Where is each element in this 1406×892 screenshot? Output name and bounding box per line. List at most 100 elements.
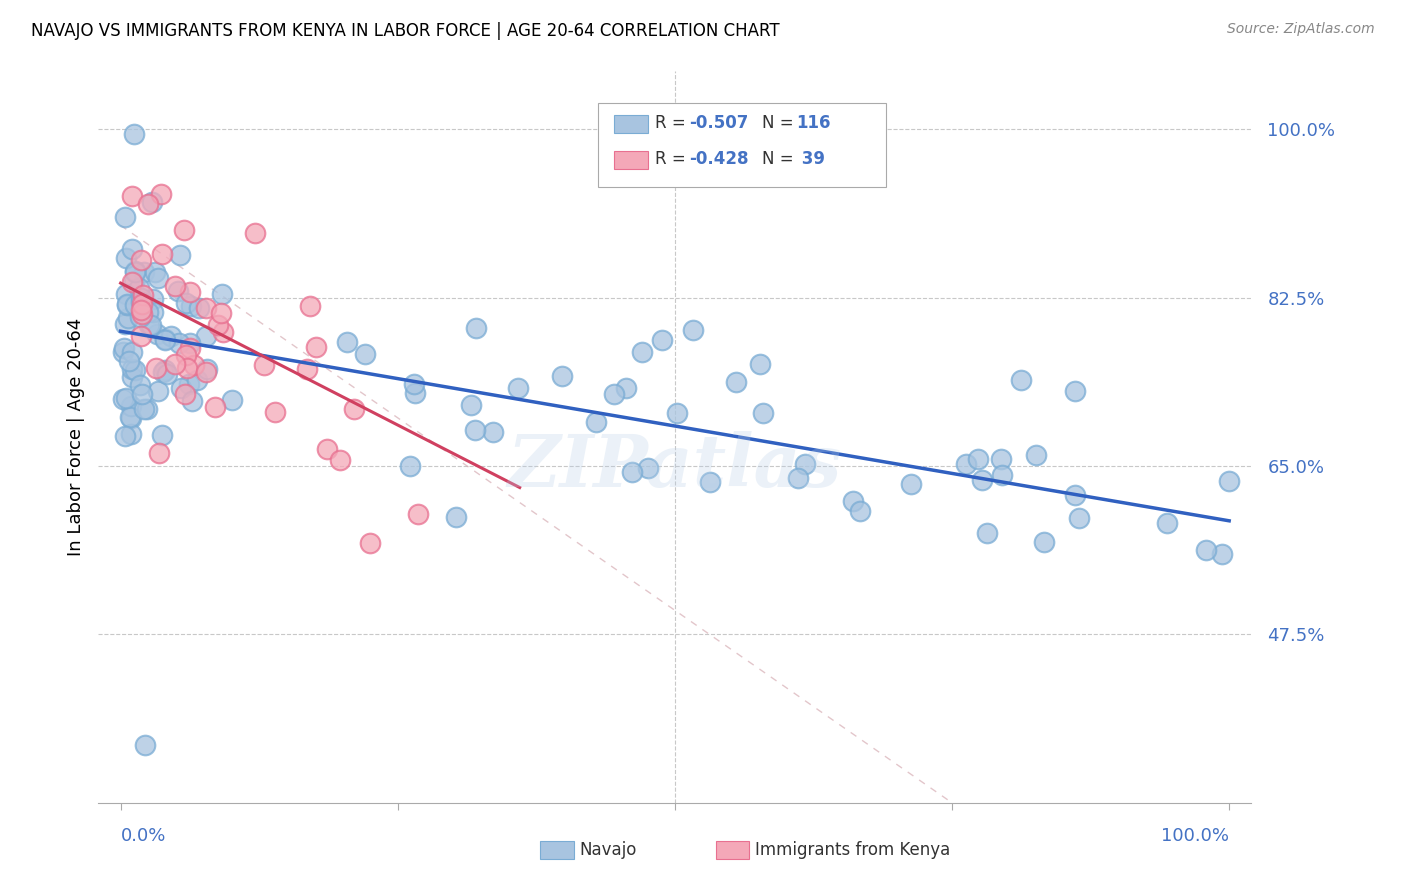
Y-axis label: In Labor Force | Age 20-64: In Labor Force | Age 20-64: [66, 318, 84, 557]
Point: [115, 391, 138, 405]
Point: [146, 327, 169, 342]
Point: [124, 298, 146, 312]
Text: N =: N =: [762, 114, 799, 132]
Point: [121, 361, 143, 376]
Point: [211, 325, 233, 339]
Point: [181, 394, 204, 409]
Point: [176, 360, 198, 375]
Point: [186, 373, 208, 387]
Point: [117, 311, 139, 326]
Point: [112, 345, 135, 359]
Point: [121, 243, 143, 257]
Point: [955, 457, 977, 471]
Point: [120, 411, 142, 425]
Point: [406, 507, 429, 521]
Point: [124, 265, 146, 279]
Point: [167, 285, 190, 299]
Point: [991, 468, 1014, 483]
Point: [209, 306, 232, 320]
Text: 100.0%: 100.0%: [1161, 827, 1229, 845]
Point: [121, 370, 143, 384]
Point: [900, 476, 922, 491]
Point: [179, 285, 201, 300]
Point: [177, 376, 200, 391]
Point: [131, 297, 153, 311]
Point: [204, 400, 226, 414]
Point: [114, 210, 136, 224]
Point: [129, 310, 152, 325]
Point: [976, 526, 998, 541]
Point: [115, 251, 138, 265]
Point: [124, 264, 146, 278]
Point: [145, 360, 167, 375]
Text: 0.0%: 0.0%: [121, 827, 166, 845]
Point: [141, 194, 163, 209]
Point: [150, 187, 173, 202]
Point: [134, 401, 156, 416]
Point: [794, 457, 817, 471]
Point: [148, 446, 170, 460]
Point: [621, 465, 644, 479]
Text: 39: 39: [796, 150, 825, 168]
Point: [179, 341, 201, 355]
Point: [263, 405, 285, 419]
Point: [121, 189, 143, 203]
Point: [122, 127, 145, 141]
Point: [243, 226, 266, 240]
Point: [174, 348, 197, 362]
Point: [207, 318, 229, 332]
Point: [112, 341, 135, 355]
Point: [142, 292, 165, 306]
Text: R =: R =: [655, 114, 692, 132]
Point: [173, 223, 195, 237]
Point: [359, 536, 381, 550]
Point: [651, 333, 673, 347]
Point: [343, 402, 366, 417]
Point: [1218, 474, 1240, 488]
Point: [163, 279, 186, 293]
Point: [402, 377, 425, 392]
Point: [404, 385, 426, 400]
Point: [666, 406, 689, 420]
Point: [138, 318, 160, 332]
Point: [120, 426, 142, 441]
Point: [129, 291, 152, 305]
Point: [631, 344, 654, 359]
Point: [195, 362, 218, 376]
Point: [131, 307, 153, 321]
Point: [124, 363, 146, 377]
Point: [603, 387, 626, 401]
Point: [299, 299, 322, 313]
Point: [848, 503, 870, 517]
Point: [134, 265, 156, 279]
Point: [336, 334, 359, 349]
Point: [1211, 547, 1233, 561]
Point: [699, 475, 721, 489]
Text: Navajo: Navajo: [579, 841, 637, 859]
Point: [253, 358, 276, 372]
Point: [134, 738, 156, 752]
Point: [194, 365, 217, 379]
Point: [159, 329, 181, 343]
Point: [153, 333, 176, 347]
Point: [169, 248, 191, 262]
Point: [139, 318, 162, 332]
Point: [142, 305, 165, 319]
Point: [174, 296, 197, 310]
Point: [150, 247, 173, 261]
Point: [152, 365, 174, 379]
Point: [128, 296, 150, 310]
Point: [129, 252, 152, 267]
Point: [990, 452, 1012, 467]
Point: [150, 428, 173, 442]
Point: [550, 368, 572, 383]
Text: NAVAJO VS IMMIGRANTS FROM KENYA IN LABOR FORCE | AGE 20-64 CORRELATION CHART: NAVAJO VS IMMIGRANTS FROM KENYA IN LABOR…: [31, 22, 779, 40]
Point: [128, 281, 150, 295]
Point: [194, 301, 217, 316]
Point: [136, 305, 159, 319]
Point: [169, 380, 191, 394]
Point: [188, 301, 211, 315]
Text: 116: 116: [796, 114, 831, 132]
Point: [316, 442, 339, 456]
Point: [180, 299, 202, 313]
